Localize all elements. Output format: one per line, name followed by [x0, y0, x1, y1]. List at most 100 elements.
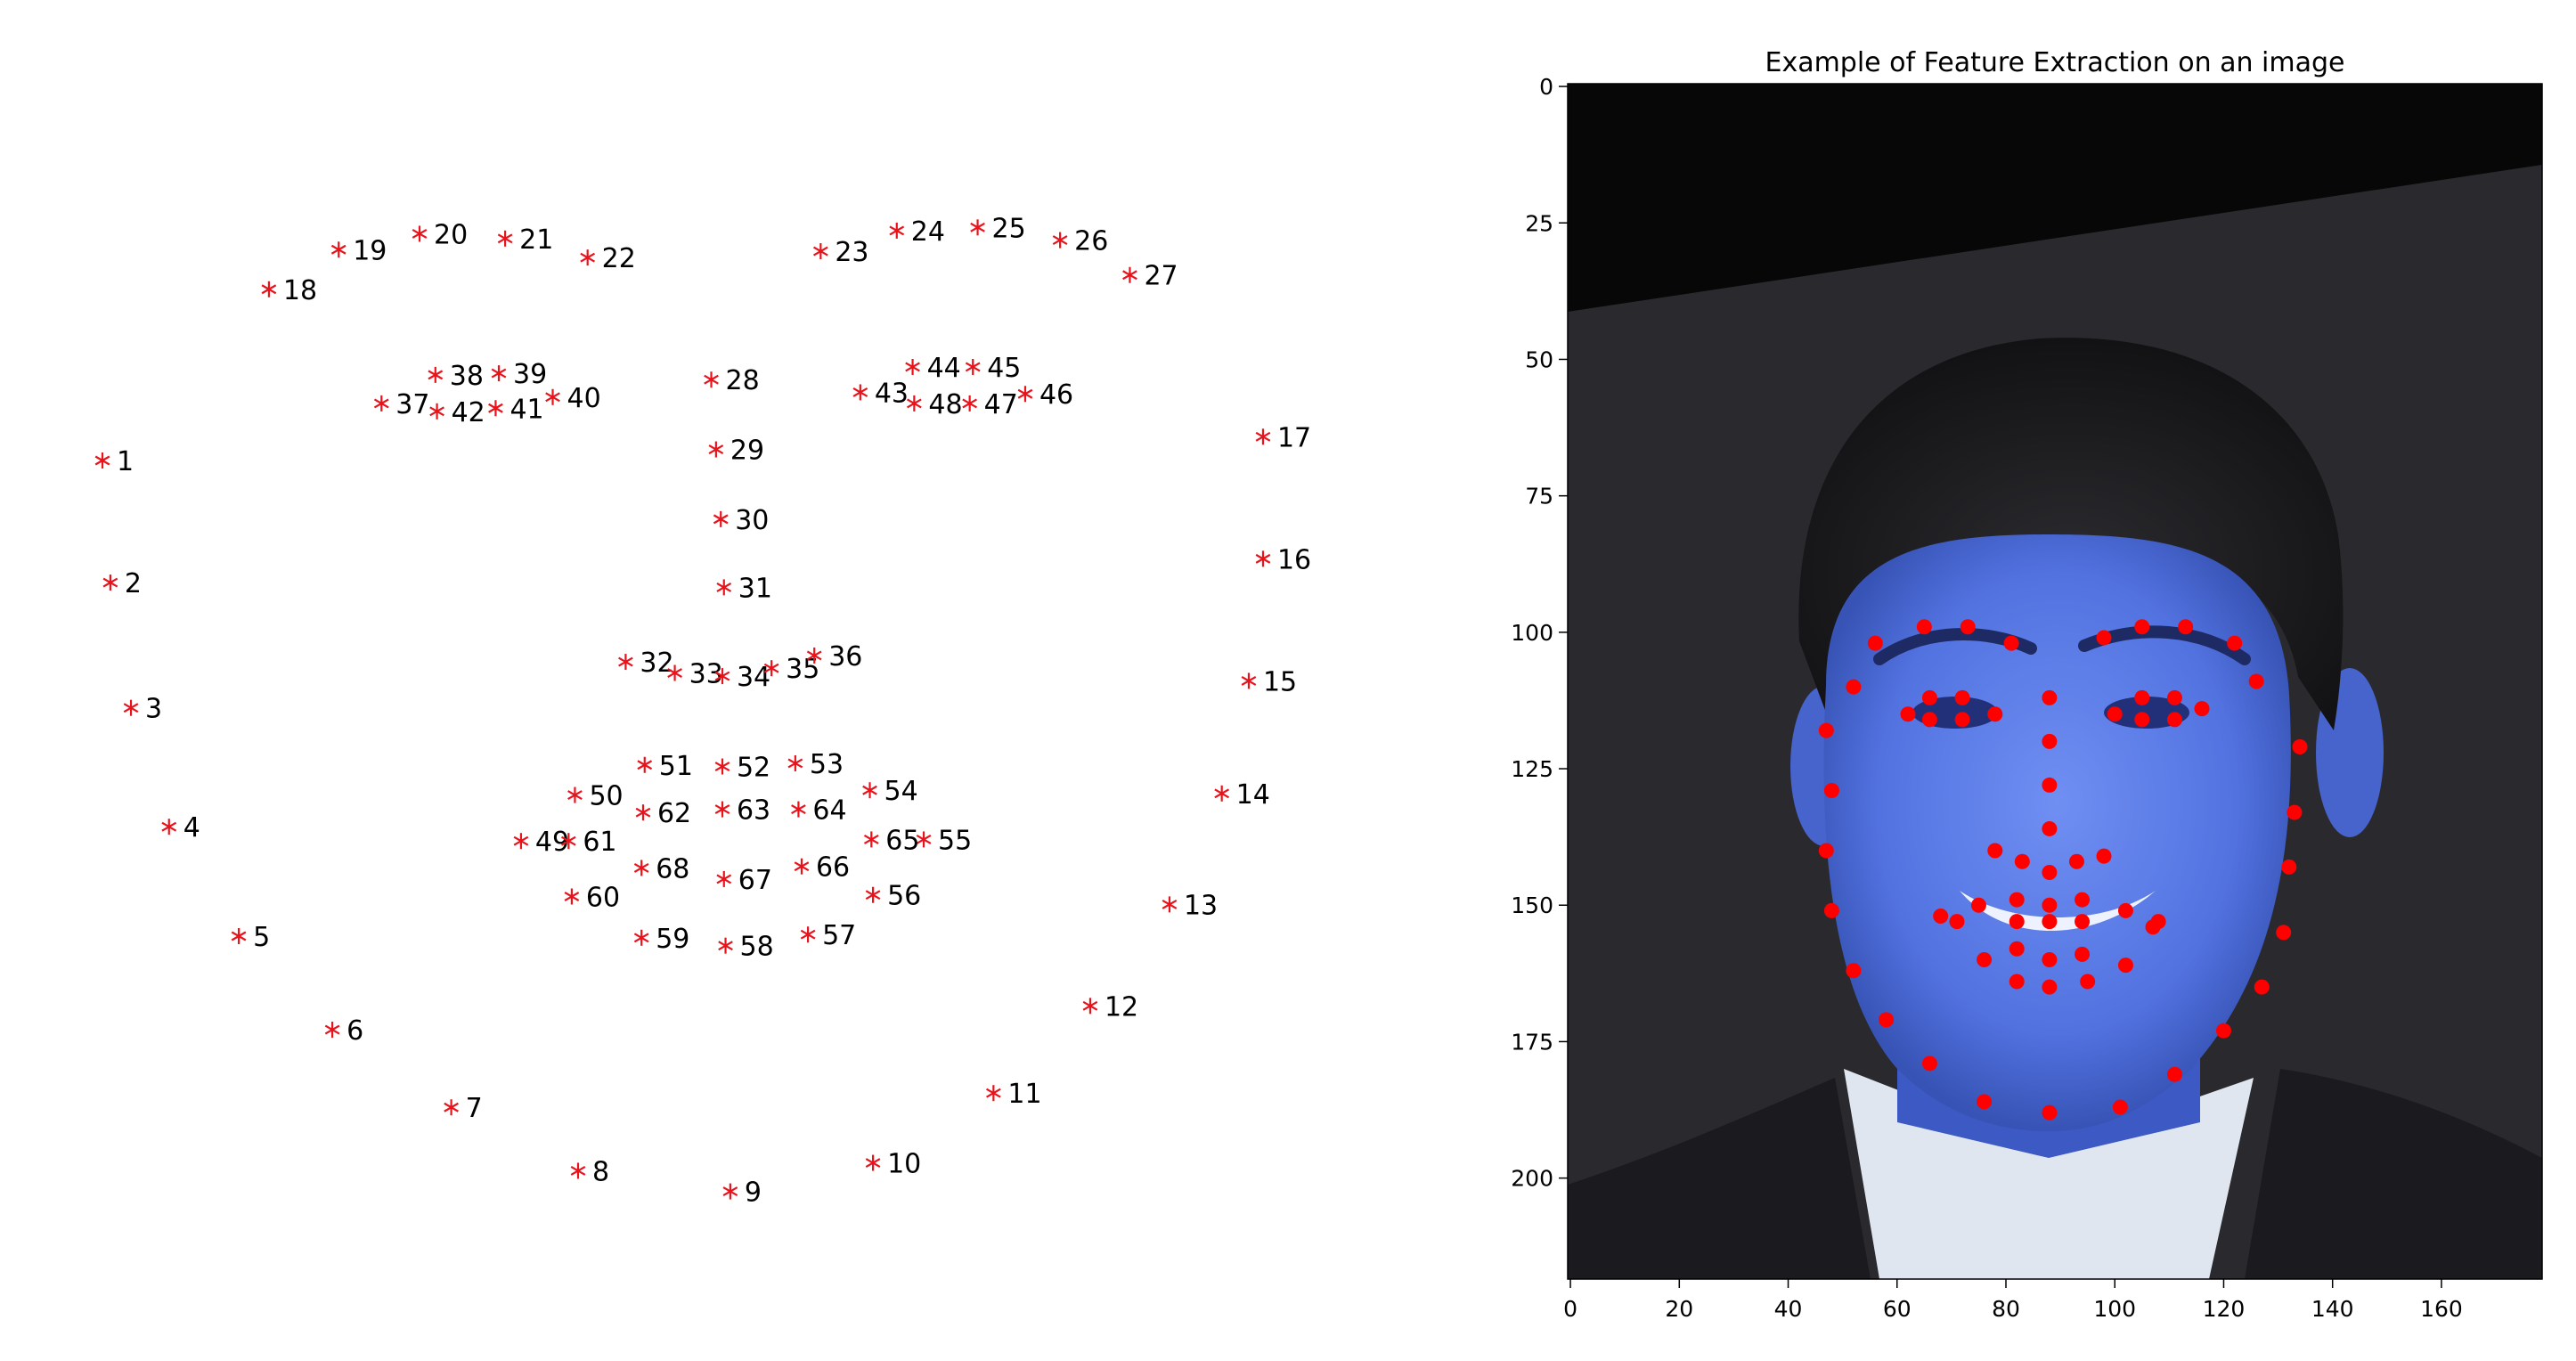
landmark-dot	[1987, 843, 2002, 858]
landmark-dot	[1971, 898, 1986, 913]
landmark-index-label: 55	[938, 825, 972, 856]
landmark-index-label: 42	[452, 397, 485, 428]
landmark-star-marker	[788, 755, 803, 771]
landmark-index-label: 40	[567, 383, 601, 414]
landmark-star-marker	[636, 804, 650, 820]
landmark-star-marker	[489, 400, 503, 416]
landmark-index-label: 20	[434, 219, 468, 250]
landmark-star-marker	[619, 654, 633, 670]
landmark-dot	[1846, 680, 1861, 695]
landmark-index-label: 6	[346, 1015, 363, 1047]
feature-extraction-plot: Example of Feature Extraction on an imag…	[1511, 47, 2542, 1322]
landmark-index-label: 46	[1039, 379, 1073, 411]
landmark-star-marker	[865, 831, 879, 847]
landmark-star-marker	[498, 231, 512, 247]
landmark-star-marker	[966, 359, 980, 375]
landmark-star-marker	[713, 511, 728, 527]
landmark-index-label: 68	[656, 853, 689, 884]
landmark-dot	[2254, 980, 2270, 995]
landmark-dot	[2042, 778, 2057, 793]
landmark-star-marker	[717, 579, 731, 595]
landmark-star-marker	[565, 889, 579, 905]
landmark-star-marker	[853, 384, 868, 400]
landmark-index-label: 14	[1236, 779, 1270, 811]
landmark-dot	[2042, 914, 2057, 929]
landmark-index-label: 11	[1007, 1079, 1041, 1110]
y-tick-label: 50	[1525, 346, 1553, 372]
landmark-star-marker	[723, 1184, 738, 1200]
landmark-index-label: 41	[509, 394, 543, 425]
landmark-dot	[2042, 690, 2057, 705]
landmark-star-marker	[262, 281, 276, 297]
landmark-star-marker	[1018, 386, 1032, 402]
landmark-index-label: 47	[984, 389, 1018, 420]
landmark-star-marker	[444, 1099, 459, 1115]
landmark-dot	[2167, 690, 2182, 705]
landmark-dot	[2042, 865, 2057, 880]
landmark-index-label: 16	[1277, 544, 1311, 575]
y-tick-label: 100	[1511, 620, 1553, 646]
landmark-dot	[2075, 947, 2090, 962]
landmark-dot	[1819, 723, 1834, 738]
landmark-index-label: 24	[911, 216, 945, 248]
landmark-star-marker	[430, 403, 444, 420]
landmark-dot	[2167, 712, 2182, 727]
landmark-index-label: 31	[738, 573, 772, 604]
landmark-index-label: 37	[395, 389, 429, 420]
landmark-dot	[2249, 674, 2264, 689]
landmark-star-marker	[963, 395, 977, 412]
landmark-star-marker	[1053, 232, 1067, 249]
landmark-index-label: 17	[1277, 422, 1311, 453]
landmark-index-label: 43	[875, 378, 909, 409]
landmark-index-label: 4	[183, 812, 200, 843]
landmark-dot	[2009, 941, 2025, 957]
landmark-index-label: 50	[589, 781, 623, 812]
x-tick-label: 60	[1883, 1296, 1912, 1322]
landmark-star-marker	[987, 1085, 1001, 1101]
landmark-index-label: 64	[812, 795, 846, 827]
landmark-star-marker	[890, 223, 904, 239]
landmark-star-marker	[814, 243, 828, 259]
landmark-star-marker	[428, 367, 443, 383]
landmark-index-label: 18	[283, 275, 317, 306]
x-tick-label: 140	[2311, 1296, 2354, 1322]
landmark-star-marker	[863, 782, 877, 798]
landmark-index-label: 32	[640, 648, 673, 679]
landmark-dot	[2009, 914, 2025, 929]
y-tick-label: 150	[1511, 892, 1553, 918]
landmark-star-marker	[492, 365, 506, 381]
landmark-star-marker	[571, 1162, 585, 1178]
landmark-dot	[1824, 903, 1839, 918]
landmark-dot	[2042, 898, 2057, 913]
y-tick-label: 25	[1525, 210, 1553, 236]
landmark-dot	[1879, 1012, 1894, 1027]
landmark-index-label: 8	[592, 1156, 609, 1187]
landmark-star-marker	[1083, 998, 1097, 1014]
landmark-index-label: 29	[730, 436, 764, 467]
landmark-dot	[1933, 909, 1948, 924]
landmark-star-marker	[1123, 267, 1137, 283]
landmark-star-marker	[801, 926, 815, 942]
landmark-dot	[2195, 701, 2210, 716]
landmark-dot	[1922, 690, 1937, 705]
landmark-star-marker	[634, 930, 648, 946]
landmark-index-label: 45	[987, 353, 1021, 384]
landmark-dot	[1961, 619, 1976, 634]
landmark-star-marker	[715, 802, 730, 818]
landmark-dot	[1824, 783, 1839, 798]
landmark-dot	[2042, 980, 2057, 995]
landmark-dot	[2069, 854, 2084, 869]
landmark-index-label: 19	[353, 235, 387, 266]
x-tick-label: 120	[2203, 1296, 2246, 1322]
landmark-index-label: 62	[657, 798, 691, 829]
landmark-index-label: 25	[992, 213, 1026, 244]
landmark-star-marker	[634, 860, 648, 876]
landmark-dot	[2075, 914, 2090, 929]
x-tick-label: 40	[1774, 1296, 1803, 1322]
landmark-index-label: 61	[583, 827, 616, 858]
landmark-star-marker	[709, 442, 723, 458]
landmark-star-marker	[514, 833, 528, 849]
landmark-index-label: 36	[828, 641, 862, 672]
landmark-index-label: 7	[466, 1093, 483, 1124]
